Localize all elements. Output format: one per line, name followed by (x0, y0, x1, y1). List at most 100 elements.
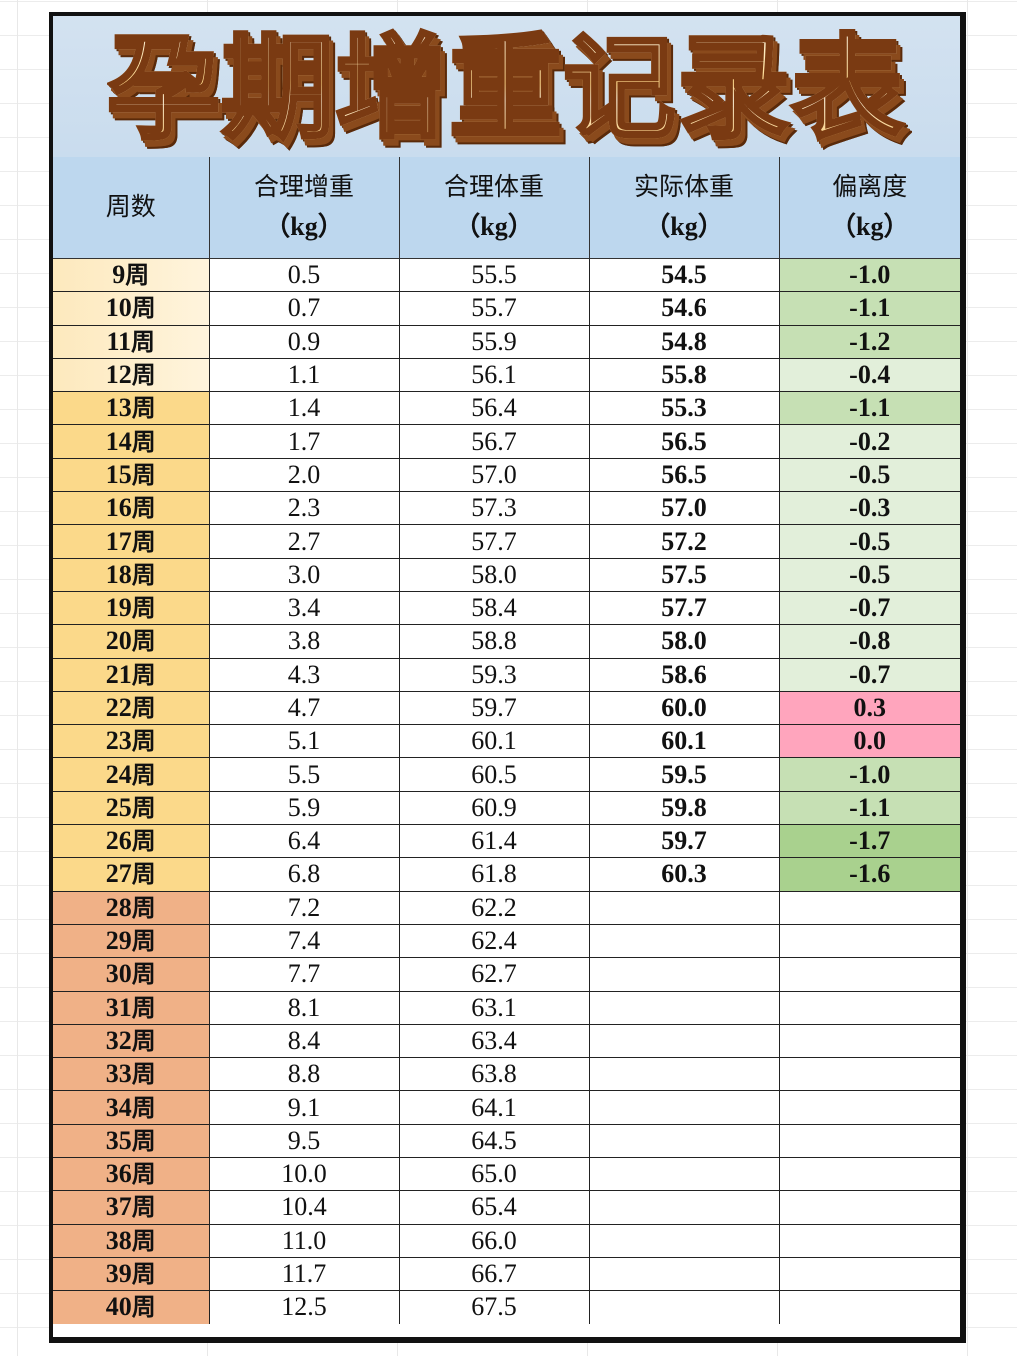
actual-weight-cell[interactable] (588, 1256, 780, 1292)
deviation-cell[interactable] (778, 990, 960, 1025)
reasonable-weight-cell[interactable]: 60.1 (398, 724, 590, 759)
reasonable-weight-cell[interactable]: 65.4 (398, 1190, 590, 1225)
actual-weight-cell[interactable]: 58.0 (588, 624, 780, 659)
actual-weight-cell[interactable]: 59.8 (588, 790, 780, 826)
actual-weight-cell[interactable]: 58.6 (588, 657, 780, 692)
reasonable-gain-cell[interactable]: 8.1 (208, 990, 400, 1025)
actual-weight-cell[interactable] (588, 1190, 780, 1225)
deviation-cell[interactable]: 0.0 (778, 724, 960, 759)
actual-weight-cell[interactable]: 60.1 (588, 724, 780, 759)
reasonable-gain-cell[interactable]: 4.3 (208, 657, 400, 692)
deviation-cell[interactable] (778, 890, 960, 925)
week-cell[interactable]: 14周 (53, 424, 210, 459)
deviation-cell[interactable] (778, 923, 960, 959)
reasonable-gain-cell[interactable]: 5.1 (208, 724, 400, 759)
week-cell[interactable]: 39周 (53, 1256, 210, 1292)
reasonable-weight-cell[interactable]: 62.4 (398, 923, 590, 959)
week-cell[interactable]: 19周 (53, 590, 210, 626)
deviation-cell[interactable]: -1.2 (778, 324, 960, 359)
reasonable-weight-cell[interactable]: 59.7 (398, 690, 590, 726)
week-cell[interactable]: 17周 (53, 524, 210, 559)
reasonable-weight-cell[interactable]: 59.3 (398, 657, 590, 692)
week-cell[interactable]: 38周 (53, 1223, 210, 1258)
actual-weight-cell[interactable]: 59.5 (588, 757, 780, 792)
week-cell[interactable]: 9周 (53, 257, 210, 293)
week-cell[interactable]: 20周 (53, 624, 210, 659)
deviation-cell[interactable] (778, 1123, 960, 1159)
actual-weight-cell[interactable] (588, 990, 780, 1025)
reasonable-weight-cell[interactable]: 63.4 (398, 1023, 590, 1059)
reasonable-weight-cell[interactable]: 57.7 (398, 524, 590, 559)
week-cell[interactable]: 31周 (53, 990, 210, 1025)
deviation-cell[interactable]: -0.3 (778, 491, 960, 526)
reasonable-gain-cell[interactable]: 12.5 (208, 1290, 400, 1324)
reasonable-weight-cell[interactable]: 56.7 (398, 424, 590, 459)
deviation-cell[interactable]: -0.5 (778, 457, 960, 493)
week-cell[interactable]: 36周 (53, 1157, 210, 1192)
actual-weight-cell[interactable]: 56.5 (588, 457, 780, 493)
actual-weight-cell[interactable] (588, 1223, 780, 1258)
reasonable-weight-cell[interactable]: 55.7 (398, 291, 590, 326)
actual-weight-cell[interactable]: 54.8 (588, 324, 780, 359)
actual-weight-cell[interactable]: 60.3 (588, 857, 780, 892)
deviation-cell[interactable]: -0.5 (778, 524, 960, 559)
deviation-cell[interactable]: -1.6 (778, 857, 960, 892)
week-cell[interactable]: 26周 (53, 824, 210, 859)
reasonable-gain-cell[interactable]: 8.4 (208, 1023, 400, 1059)
actual-weight-cell[interactable] (588, 957, 780, 992)
deviation-cell[interactable]: -0.4 (778, 357, 960, 393)
week-cell[interactable]: 25周 (53, 790, 210, 826)
actual-weight-cell[interactable] (588, 1157, 780, 1192)
week-cell[interactable]: 10周 (53, 291, 210, 326)
reasonable-gain-cell[interactable]: 9.1 (208, 1090, 400, 1125)
reasonable-gain-cell[interactable]: 1.7 (208, 424, 400, 459)
actual-weight-cell[interactable] (588, 1290, 780, 1324)
reasonable-gain-cell[interactable]: 5.9 (208, 790, 400, 826)
reasonable-weight-cell[interactable]: 60.9 (398, 790, 590, 826)
actual-weight-cell[interactable] (588, 923, 780, 959)
deviation-cell[interactable]: -0.5 (778, 557, 960, 592)
reasonable-gain-cell[interactable]: 2.7 (208, 524, 400, 559)
reasonable-gain-cell[interactable]: 7.4 (208, 923, 400, 959)
week-cell[interactable]: 28周 (53, 890, 210, 925)
reasonable-weight-cell[interactable]: 62.2 (398, 890, 590, 925)
week-cell[interactable]: 18周 (53, 557, 210, 592)
actual-weight-cell[interactable] (588, 890, 780, 925)
week-cell[interactable]: 37周 (53, 1190, 210, 1225)
reasonable-gain-cell[interactable]: 4.7 (208, 690, 400, 726)
reasonable-gain-cell[interactable]: 10.0 (208, 1157, 400, 1192)
reasonable-gain-cell[interactable]: 11.0 (208, 1223, 400, 1258)
actual-weight-cell[interactable]: 57.0 (588, 491, 780, 526)
deviation-cell[interactable]: -1.0 (778, 757, 960, 792)
reasonable-gain-cell[interactable]: 3.4 (208, 590, 400, 626)
reasonable-gain-cell[interactable]: 10.4 (208, 1190, 400, 1225)
week-cell[interactable]: 27周 (53, 857, 210, 892)
reasonable-weight-cell[interactable]: 66.7 (398, 1256, 590, 1292)
deviation-cell[interactable] (778, 1290, 960, 1324)
reasonable-gain-cell[interactable]: 0.5 (208, 257, 400, 293)
deviation-cell[interactable] (778, 1223, 960, 1258)
deviation-cell[interactable]: -0.8 (778, 624, 960, 659)
reasonable-weight-cell[interactable]: 67.5 (398, 1290, 590, 1324)
week-cell[interactable]: 23周 (53, 724, 210, 759)
reasonable-gain-cell[interactable]: 6.8 (208, 857, 400, 892)
reasonable-weight-cell[interactable]: 61.8 (398, 857, 590, 892)
deviation-cell[interactable] (778, 1090, 960, 1125)
reasonable-weight-cell[interactable]: 56.1 (398, 357, 590, 393)
week-cell[interactable]: 35周 (53, 1123, 210, 1159)
reasonable-gain-cell[interactable]: 0.7 (208, 291, 400, 326)
deviation-cell[interactable] (778, 1057, 960, 1092)
reasonable-weight-cell[interactable]: 66.0 (398, 1223, 590, 1258)
reasonable-gain-cell[interactable]: 6.4 (208, 824, 400, 859)
actual-weight-cell[interactable]: 54.6 (588, 291, 780, 326)
week-cell[interactable]: 30周 (53, 957, 210, 992)
reasonable-weight-cell[interactable]: 58.8 (398, 624, 590, 659)
week-cell[interactable]: 21周 (53, 657, 210, 692)
actual-weight-cell[interactable]: 55.3 (588, 391, 780, 426)
actual-weight-cell[interactable]: 59.7 (588, 824, 780, 859)
deviation-cell[interactable]: -0.7 (778, 590, 960, 626)
deviation-cell[interactable]: -0.2 (778, 424, 960, 459)
week-cell[interactable]: 29周 (53, 923, 210, 959)
deviation-cell[interactable] (778, 1023, 960, 1059)
deviation-cell[interactable] (778, 1190, 960, 1225)
